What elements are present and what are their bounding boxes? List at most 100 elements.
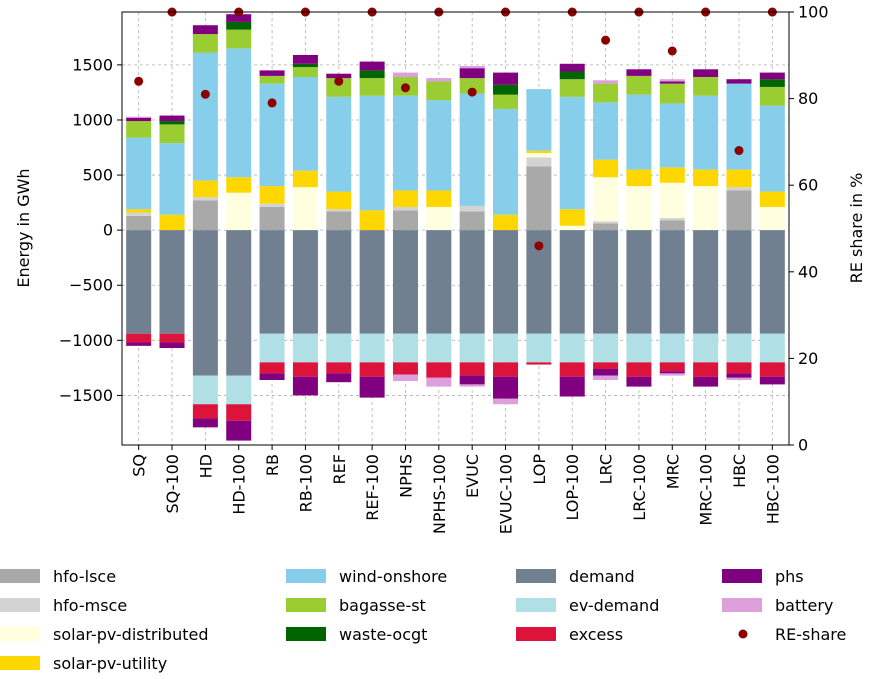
bar-segment-battery [126, 116, 152, 118]
bar-segment-phs [326, 373, 352, 383]
bar-segment-solar-pv-utility [526, 150, 552, 154]
re-share-point [267, 98, 277, 108]
bar-segment-excess [693, 362, 719, 377]
bar-segment-demand [159, 230, 185, 334]
bar-segment-phs [292, 54, 318, 64]
bar-segment-ev-demand [426, 333, 452, 363]
legend-swatch [0, 656, 40, 670]
bar-segment-wind-onshore [526, 89, 552, 151]
bar-segment-demand [493, 230, 519, 334]
x-tick-label: REF [330, 454, 349, 484]
bar-segment-wind-onshore [426, 100, 452, 191]
bar-segment-wind-onshore [359, 95, 385, 211]
bar-segment-phs [459, 68, 485, 79]
bar-segment-battery [392, 374, 418, 382]
bar-segment-ev-demand [559, 333, 585, 363]
bar-segment-hfo-msce [726, 187, 752, 191]
bar-segment-bagasse-st [426, 81, 452, 101]
legend: hfo-lsce hfo-msce solar-pv-distributed sola… [0, 567, 846, 673]
bar-segment-bagasse-st [626, 75, 652, 95]
y-tick-label: 500 [82, 166, 113, 185]
legend-swatch [286, 598, 326, 612]
bar-segment-bagasse-st [359, 78, 385, 96]
bar-segment-ev-demand [626, 333, 652, 363]
plot-frame [121, 11, 790, 446]
legend-label: bagasse-st [339, 596, 426, 615]
bar-segment-waste-ocgt [493, 84, 519, 95]
y-tick-label: 1500 [72, 55, 113, 74]
bar-segment-wind-onshore [659, 103, 685, 168]
bar-segment-wind-onshore [559, 96, 585, 210]
bar-segment-phs [726, 79, 752, 84]
bar-segment-waste-ocgt [359, 70, 385, 79]
bar-segment-hfo-msce [593, 221, 619, 224]
y2-axis-label: RE share in % [847, 173, 866, 284]
bar-segment-ev-demand [659, 333, 685, 363]
bar-segment-hfo-msce [459, 205, 485, 212]
bar-segment-phs [493, 72, 519, 85]
bar-segment-solar-pv-distributed [659, 182, 685, 219]
bar-segment-battery [392, 72, 418, 78]
bar-segment-ev-demand [459, 333, 485, 363]
bar-segment-waste-ocgt [759, 79, 785, 87]
re-share-point [400, 83, 410, 93]
bar-segment-bagasse-st [559, 79, 585, 97]
bar-segment-phs [559, 63, 585, 72]
bar-segment-battery [426, 78, 452, 82]
bar-segment-waste-ocgt [559, 71, 585, 80]
bar-segment-ev-demand [493, 333, 519, 363]
x-tick-label: EVUC-100 [497, 454, 516, 534]
bar-segment-battery [659, 79, 685, 82]
legend-swatch [286, 627, 326, 641]
bar-segment-demand [192, 230, 218, 376]
bar-segment-solar-pv-utility [759, 191, 785, 208]
bar-segment-bagasse-st [192, 34, 218, 53]
bar-segment-solar-pv-utility [159, 214, 185, 231]
x-tick-label: NPHS [396, 454, 415, 498]
bar-segment-hfo-msce [392, 207, 418, 211]
bar-segment-hfo-lsce [392, 210, 418, 231]
bar-segment-bagasse-st [259, 75, 285, 84]
x-tick-label: HD [196, 454, 215, 478]
bar-segment-phs [159, 115, 185, 122]
bar-segment-solar-pv-utility [626, 169, 652, 187]
bar-segment-hfo-lsce [726, 190, 752, 231]
bar-segment-wind-onshore [126, 137, 152, 210]
legend-label: hfo-msce [53, 596, 127, 615]
bar-segment-phs [693, 69, 719, 78]
bar-segment-waste-ocgt [226, 21, 252, 30]
y2-tick-label: 0 [798, 436, 808, 455]
legend-label: solar-pv-utility [53, 654, 167, 673]
bar-segment-demand [693, 230, 719, 334]
bar-segment-excess [526, 362, 552, 365]
bar-segment-ev-demand [326, 333, 352, 363]
bar-segment-ev-demand [593, 333, 619, 363]
bar-segment-hfo-lsce [593, 223, 619, 231]
x-tick-label: HD-100 [230, 454, 249, 515]
bar-segment-phs [126, 342, 152, 346]
bar-segment-phs [559, 376, 585, 397]
bar-segment-hfo-msce [259, 203, 285, 208]
bar-segment-ev-demand [759, 333, 785, 363]
bar-segment-hfo-lsce [326, 211, 352, 231]
bar-segment-battery [426, 377, 452, 387]
bar-segment-bagasse-st [159, 124, 185, 144]
y-axis-label: Energy in GWh [14, 168, 33, 287]
bar-segment-demand [659, 230, 685, 334]
bar-segment-demand [593, 230, 619, 334]
bar-segment-solar-pv-distributed [626, 186, 652, 231]
grid-lines [122, 12, 789, 445]
bar-segment-phs [659, 81, 685, 84]
bar-segment-excess [626, 362, 652, 377]
bar-segment-phs [593, 368, 619, 376]
bar-segment-hfo-msce [192, 197, 218, 201]
bar-segment-demand [326, 230, 352, 334]
y2-tick-label: 60 [798, 176, 818, 195]
bar-segment-wind-onshore [226, 48, 252, 178]
bar-segment-hfo-msce [326, 209, 352, 212]
legend-label: RE-share [775, 625, 846, 644]
legend-label: solar-pv-distributed [53, 625, 208, 644]
bar-segment-solar-pv-utility [326, 191, 352, 210]
bar-segment-solar-pv-utility [292, 170, 318, 188]
legend-label: battery [775, 596, 833, 615]
